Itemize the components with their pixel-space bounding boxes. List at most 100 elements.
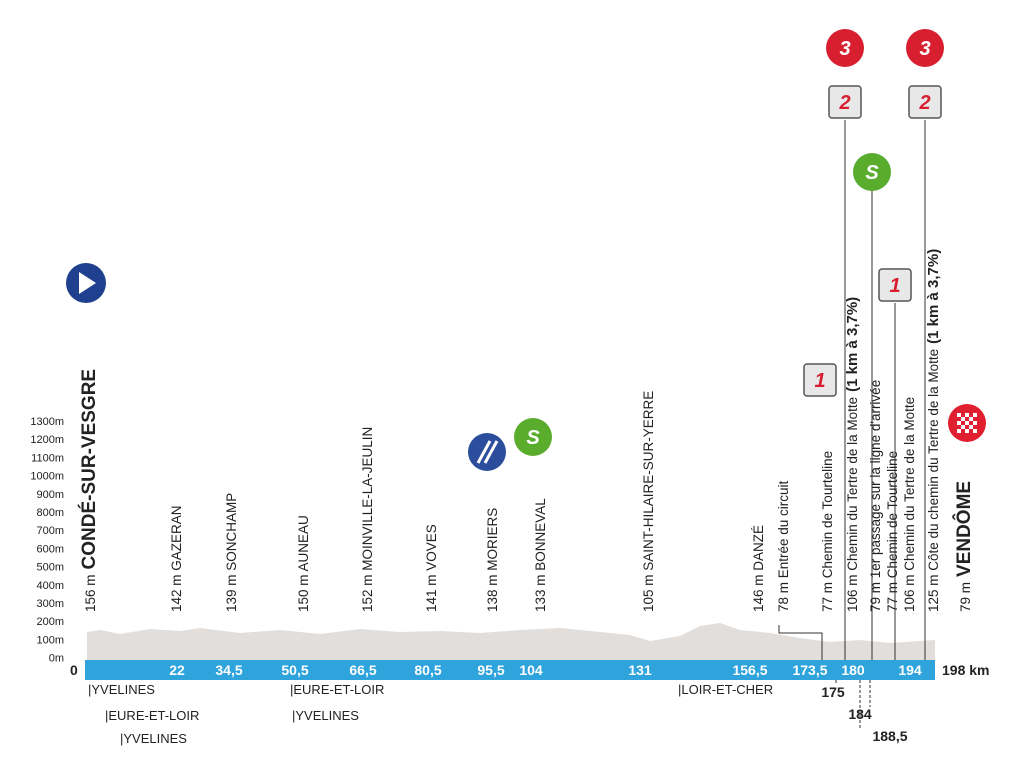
finish-km: 198 km bbox=[942, 662, 989, 678]
waypoint-text: 106 m Chemin du Tertre de la Motte bbox=[845, 397, 860, 612]
sprint-badge bbox=[853, 153, 891, 191]
labels: 1300m1200m1100m1000m900m800m700m600m500m… bbox=[30, 29, 989, 746]
waypoint-label: 78 m Entrée du circuit bbox=[776, 480, 791, 612]
region-label: |LOIR-ET-CHER bbox=[678, 682, 773, 697]
finish-icon bbox=[948, 404, 986, 442]
altitude-label: 0m bbox=[49, 653, 64, 665]
waypoint-bold: (1 km à 3,7%) bbox=[844, 297, 861, 392]
waypoint-text: 141 m VOVES bbox=[424, 524, 439, 612]
km-mark: 66,5 bbox=[349, 662, 376, 678]
waypoint-text: 78 m Entrée du circuit bbox=[776, 480, 791, 612]
waypoint-bold: (1 km à 3,7%) bbox=[925, 249, 942, 344]
altitude-label: 700m bbox=[36, 525, 64, 537]
waypoint-label: 133 m BONNEVAL bbox=[533, 498, 548, 612]
check bbox=[965, 421, 969, 425]
waypoint-text: 142 m GAZERAN bbox=[169, 505, 184, 612]
circuit-line bbox=[778, 625, 823, 660]
badge-label: 2 bbox=[838, 92, 850, 114]
altitude-label: 300m bbox=[36, 598, 64, 610]
waypoint-text: 77 m Chemin de Tourteline bbox=[885, 451, 900, 612]
climb-category-badge bbox=[828, 85, 862, 119]
km-mark: 194 bbox=[898, 662, 922, 678]
km-mark: 173,5 bbox=[792, 662, 827, 678]
waypoint-text: 79 m bbox=[958, 582, 973, 612]
check bbox=[973, 421, 977, 425]
waypoint-text: 152 m MOINVILLE-LA-JEULIN bbox=[360, 427, 375, 612]
climb-category-badge bbox=[906, 29, 944, 67]
badge-label: S bbox=[865, 162, 879, 184]
check bbox=[973, 429, 977, 433]
check bbox=[957, 429, 961, 433]
sprint-badge bbox=[514, 418, 552, 456]
km-mark-below: 175 bbox=[821, 684, 845, 700]
check bbox=[969, 425, 973, 429]
km-mark: 104 bbox=[519, 662, 543, 678]
altitude-label: 600m bbox=[36, 543, 64, 555]
waypoint-text: 150 m AUNEAU bbox=[296, 515, 311, 612]
waypoint-text: 138 m MORIERS bbox=[485, 508, 500, 612]
region-label: |EURE-ET-LOIR bbox=[105, 708, 199, 723]
altitude-label: 400m bbox=[36, 580, 64, 592]
waypoint-text: 133 m BONNEVAL bbox=[533, 498, 548, 612]
start-arrow bbox=[79, 272, 96, 294]
waypoint-text: 146 m DANZÉ bbox=[751, 525, 766, 612]
altitude-label: 500m bbox=[36, 562, 64, 574]
check bbox=[961, 425, 965, 429]
waypoint-label: 138 m MORIERS bbox=[485, 508, 500, 612]
waypoint-label: 106 m Chemin du Tertre de la Motte bbox=[902, 397, 917, 612]
km-mark: 95,5 bbox=[477, 662, 504, 678]
check bbox=[957, 413, 961, 417]
km-mark-below: 184 bbox=[848, 706, 872, 722]
feed-zone-mark bbox=[476, 440, 492, 464]
waypoint-text: 79 m 1er passage sur la ligne d'arrivée bbox=[868, 380, 883, 612]
km-mark: 34,5 bbox=[215, 662, 242, 678]
region-label: |YVELINES bbox=[88, 682, 155, 697]
waypoint-label: 106 m Chemin du Tertre de la Motte (1 km … bbox=[844, 297, 861, 612]
altitude-label: 1300m bbox=[30, 416, 64, 428]
start-km: 0 bbox=[70, 662, 78, 678]
waypoint-text: 139 m SONCHAMP bbox=[224, 493, 239, 612]
altitude-label: 800m bbox=[36, 507, 64, 519]
waypoint-label: 139 m SONCHAMP bbox=[224, 493, 239, 612]
waypoint-label: 152 m MOINVILLE-LA-JEULIN bbox=[360, 427, 375, 612]
feed-zone-icon bbox=[468, 433, 506, 471]
badge-label: 1 bbox=[814, 370, 825, 392]
region-label: |YVELINES bbox=[292, 708, 359, 723]
feed-zone-mark bbox=[483, 440, 499, 464]
check bbox=[961, 417, 965, 421]
km-mark: 80,5 bbox=[414, 662, 441, 678]
waypoint-label: 125 m Côte du chemin du Tertre de la Mot… bbox=[925, 249, 942, 612]
waypoint-text: 125 m Côte du chemin du Tertre de la Mot… bbox=[926, 349, 941, 612]
waypoint-label: 79 m 1er passage sur la ligne d'arrivée bbox=[868, 380, 883, 612]
check bbox=[965, 413, 969, 417]
waypoint-label: 77 m Chemin de Tourteline bbox=[820, 451, 835, 612]
km-mark: 22 bbox=[169, 662, 185, 678]
waypoint-label: 150 m AUNEAU bbox=[296, 515, 311, 612]
badge-label: 2 bbox=[918, 92, 930, 114]
waypoint-label: 146 m DANZÉ bbox=[751, 525, 766, 612]
check bbox=[957, 421, 961, 425]
climb-category-badge bbox=[803, 363, 837, 397]
check bbox=[969, 417, 973, 421]
climb-category-badge bbox=[826, 29, 864, 67]
waypoint-text: 105 m SAINT-HILAIRE-SUR-YERRE bbox=[641, 391, 656, 612]
waypoint-text: 156 m bbox=[83, 574, 98, 612]
waypoint-text: 106 m Chemin du Tertre de la Motte bbox=[902, 397, 917, 612]
badge-label: 3 bbox=[919, 38, 930, 60]
elevation-profile bbox=[87, 623, 935, 660]
altitude-label: 1200m bbox=[30, 434, 64, 446]
altitude-label: 1100m bbox=[31, 452, 64, 464]
distance-bar bbox=[85, 660, 935, 680]
region-label: |YVELINES bbox=[120, 731, 187, 746]
climb-category-badge bbox=[878, 268, 912, 302]
km-mark-below: 188,5 bbox=[872, 728, 907, 744]
badge-label: S bbox=[526, 427, 540, 449]
km-mark: 50,5 bbox=[281, 662, 308, 678]
badge-label: 1 bbox=[889, 275, 900, 297]
waypoint-text: 77 m Chemin de Tourteline bbox=[820, 451, 835, 612]
km-mark: 180 bbox=[841, 662, 865, 678]
waypoint-bold: CONDÉ-SUR-VESGRE bbox=[78, 369, 100, 570]
climb-category-badge bbox=[908, 85, 942, 119]
waypoint-label: 156 m CONDÉ-SUR-VESGRE bbox=[78, 369, 100, 612]
waypoint-label: 141 m VOVES bbox=[424, 524, 439, 612]
